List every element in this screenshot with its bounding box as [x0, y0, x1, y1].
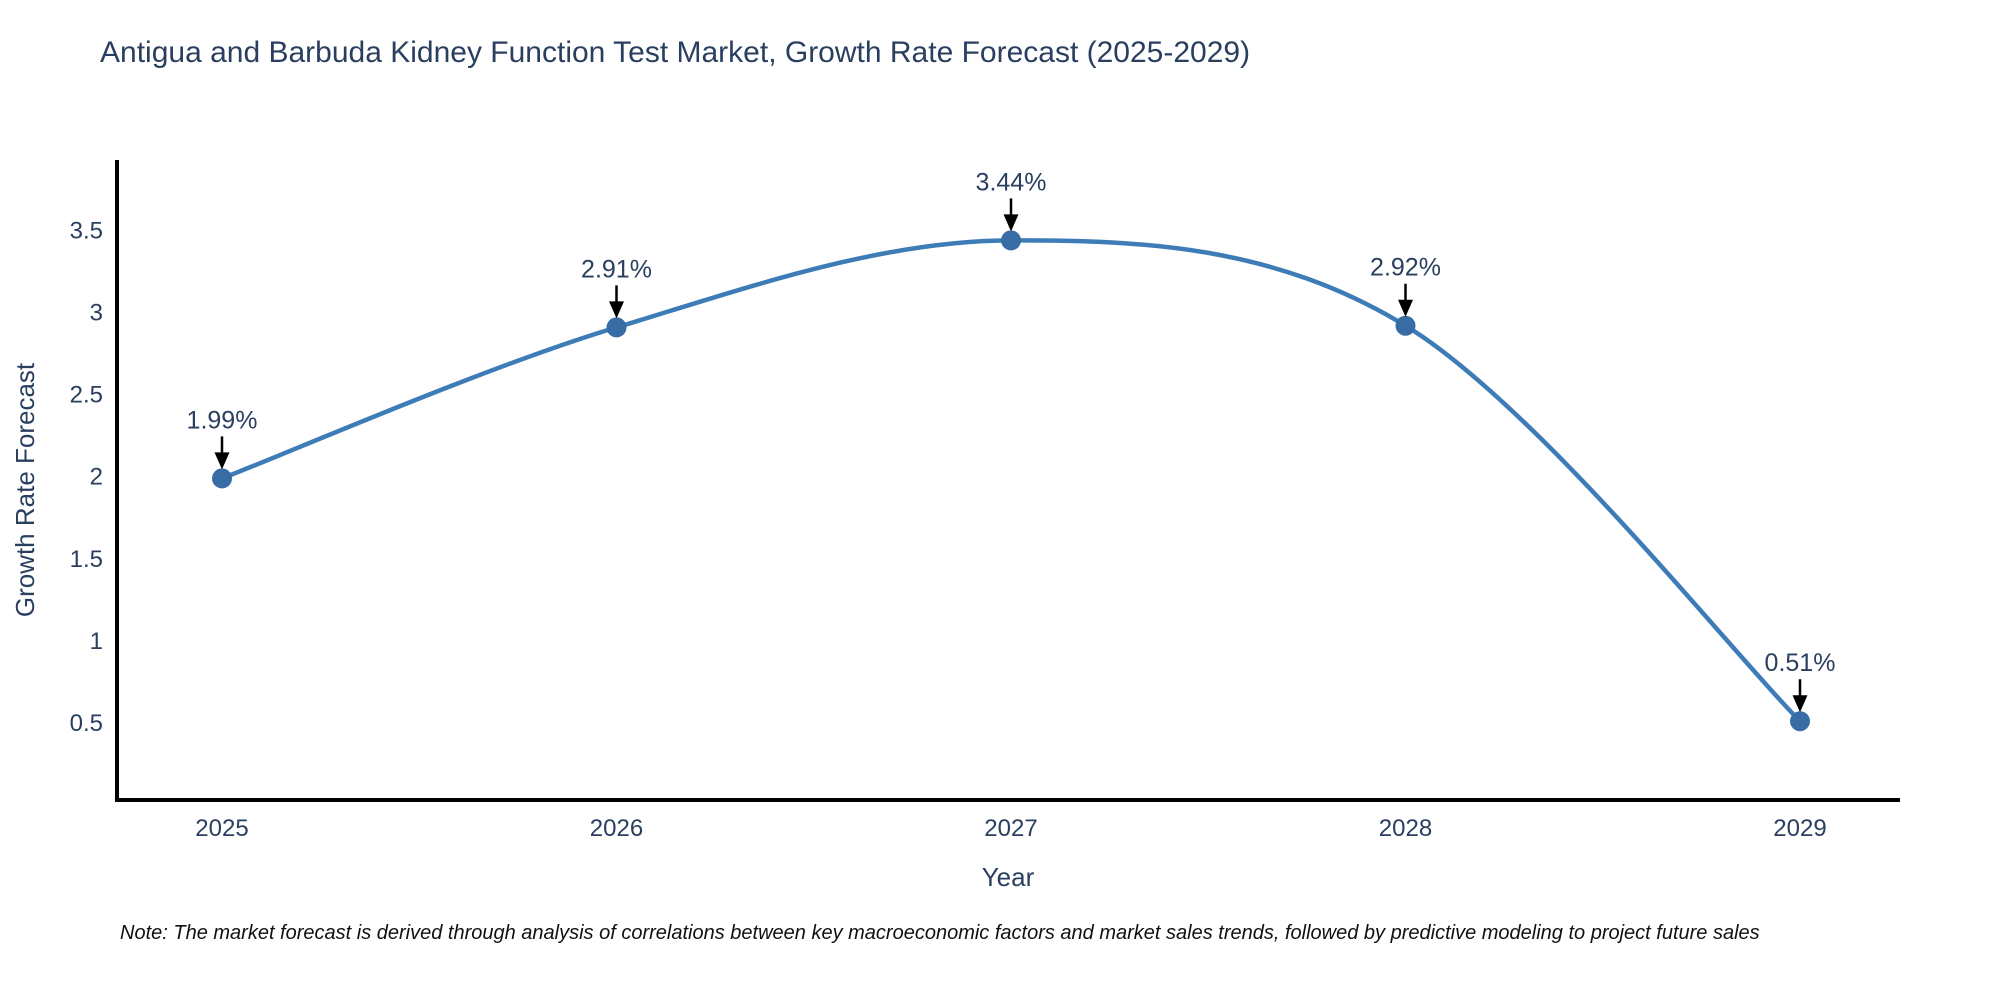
- x-tick-label: 2026: [590, 815, 643, 842]
- data-point-2025[interactable]: [212, 468, 232, 489]
- y-tick-label: 1.5: [70, 546, 103, 573]
- y-tick-label: 3.5: [70, 218, 103, 245]
- annotation-arrow-head: [1792, 695, 1808, 713]
- y-tick-label: 2.5: [70, 382, 103, 409]
- annotation-arrow-head: [1398, 299, 1413, 317]
- y-tick-label: 0.5: [70, 710, 103, 737]
- data-point-label: 1.99%: [187, 406, 258, 434]
- annotation-arrow-head: [1003, 214, 1019, 232]
- x-axis-label: Year: [982, 862, 1035, 892]
- y-tick-label: 1: [90, 628, 103, 655]
- data-point-label: 2.91%: [581, 255, 652, 283]
- annotation-arrow-head: [609, 301, 624, 319]
- data-point-2029[interactable]: [1790, 711, 1810, 732]
- data-point-label: 2.92%: [1370, 254, 1441, 282]
- x-tick-label: 2027: [984, 815, 1037, 842]
- chart-title: Antigua and Barbuda Kidney Function Test…: [100, 36, 1251, 69]
- y-tick-label: 2: [90, 464, 103, 491]
- x-tick-label: 2028: [1379, 815, 1432, 842]
- y-tick-label: 3: [90, 300, 103, 327]
- data-point-2027[interactable]: [1001, 230, 1021, 251]
- data-point-label: 3.44%: [976, 168, 1047, 196]
- x-tick-label: 2029: [1773, 815, 1826, 842]
- forecast-line: [219, 238, 1803, 724]
- y-axis-label: Growth Rate Forecast: [10, 362, 40, 617]
- chart-note: Note: The market forecast is derived thr…: [120, 922, 1760, 944]
- annotation-arrow-head: [214, 452, 230, 470]
- data-point-label: 0.51%: [1765, 649, 1836, 677]
- x-tick-label: 2025: [195, 815, 248, 842]
- data-point-2028[interactable]: [1395, 315, 1416, 336]
- data-point-2026[interactable]: [606, 317, 627, 338]
